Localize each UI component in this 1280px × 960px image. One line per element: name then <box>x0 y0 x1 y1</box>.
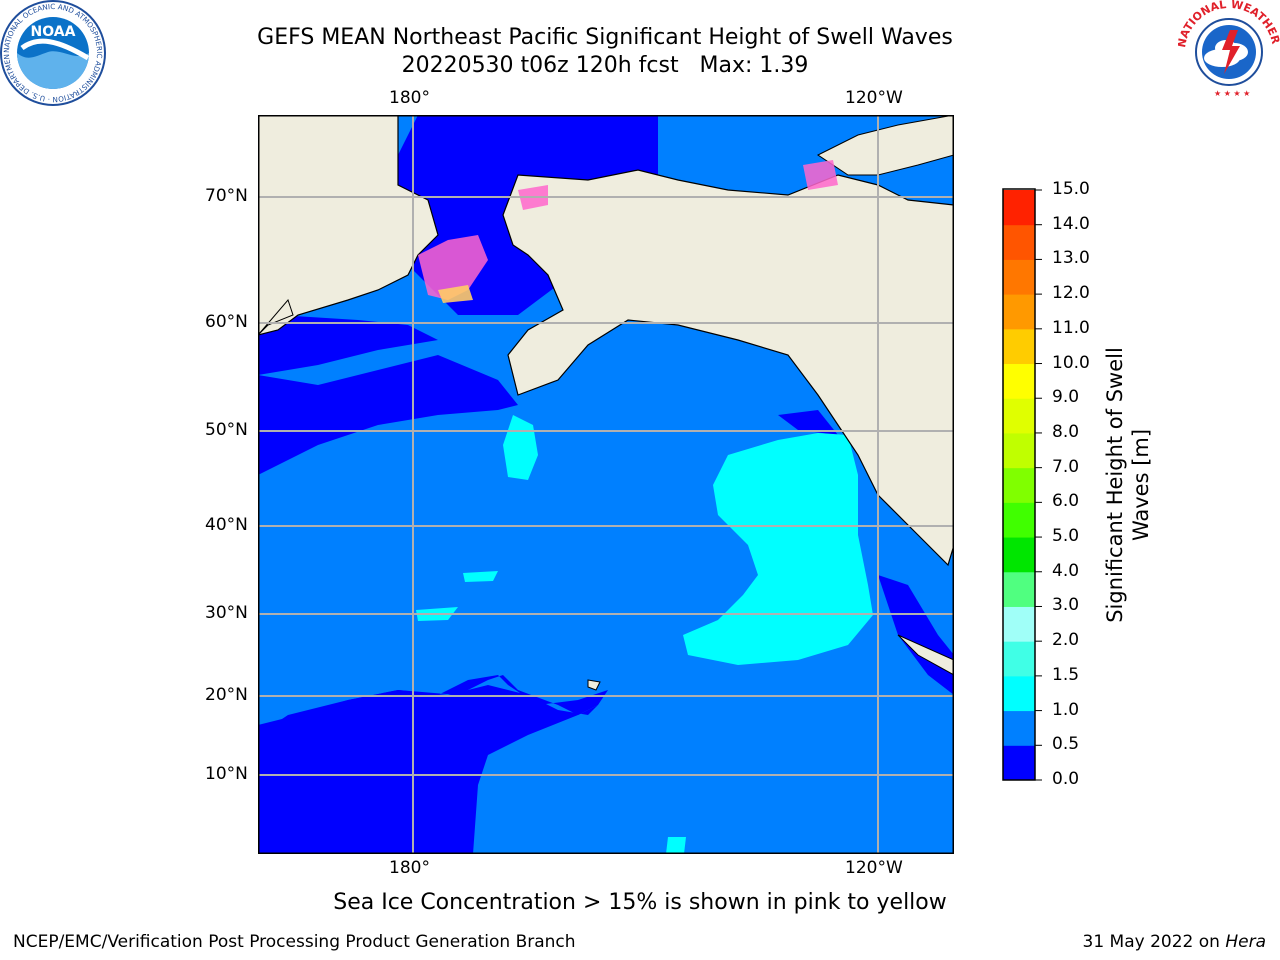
lat-label-30n: 30°N <box>205 603 248 623</box>
noaa-logo: NATIONAL OCEANIC AND ATMOSPHERIC ADMINIS… <box>0 0 106 106</box>
colorbar-segment-11 <box>1003 363 1035 399</box>
lat-label-60n: 60°N <box>205 312 248 332</box>
colorbar-segment-8 <box>1003 467 1035 503</box>
low-swell-north <box>258 355 518 475</box>
colorbar-label: Significant Height of Swell Waves [m] <box>1102 347 1154 623</box>
colorbar-segment-7 <box>1003 502 1035 538</box>
lon-label-bottom-180: 180° <box>389 858 430 878</box>
lat-label-20n: 20°N <box>205 685 248 705</box>
sea-ice-caption: Sea Ice Concentration > 15% is shown in … <box>333 890 947 915</box>
colorbar-tick-label: 0.0 <box>1052 769 1080 789</box>
noaa-logo-text: NOAA <box>31 24 76 40</box>
footer-date-text: 31 May 2022 on <box>1082 932 1226 952</box>
sea-ice-edge <box>438 285 473 303</box>
colorbar-segment-14 <box>1003 259 1035 295</box>
colorbar-segment-13 <box>1003 294 1035 330</box>
colorbar-segment-3 <box>1003 641 1035 677</box>
land-arctic-islands <box>817 115 954 176</box>
title-line-1: GEFS MEAN Northeast Pacific Significant … <box>257 25 953 50</box>
colorbar-segment-0 <box>1003 745 1035 781</box>
colorbar-tick-label: 12.0 <box>1052 283 1090 304</box>
colorbar-tick-label: 3.0 <box>1052 595 1080 616</box>
lon-label-bottom-120w: 120°W <box>845 858 903 878</box>
sea-ice-bering <box>418 235 488 300</box>
colorbar-segment-5 <box>1003 571 1035 607</box>
low-swell-south <box>258 685 598 854</box>
svg-text:★ ★ ★ ★: ★ ★ ★ ★ <box>1214 89 1250 98</box>
lat-label-40n: 40°N <box>205 515 248 535</box>
swell-patch-small-2 <box>463 571 498 582</box>
colorbar-segment-4 <box>1003 606 1035 642</box>
swell-patch-east <box>683 433 873 665</box>
colorbar-tick-label: 8.0 <box>1052 421 1080 442</box>
hawaii-islands <box>587 679 601 691</box>
sea-ice-beaufort <box>803 160 838 190</box>
land-kamchatka <box>258 299 294 336</box>
lat-label-50n: 50°N <box>205 420 248 440</box>
colorbar-tick-label: 11.0 <box>1052 317 1090 338</box>
footer-date: 31 May 2022 on Hera <box>1083 932 1267 952</box>
colorbar-segment-10 <box>1003 398 1035 434</box>
colorbar-segment-12 <box>1003 328 1035 365</box>
colorbar-tick-label: 9.0 <box>1052 387 1080 408</box>
colorbar-segment-9 <box>1003 432 1035 469</box>
colorbar-segment-6 <box>1003 537 1035 573</box>
low-swell-coast-bc <box>778 410 838 435</box>
colorbar-segment-2 <box>1003 675 1035 712</box>
colorbar-frame <box>1002 188 1036 781</box>
colorbar-tick-label: 15.0 <box>1052 179 1090 199</box>
colorbar-tick-label: 10.0 <box>1052 352 1090 373</box>
map-plot <box>258 115 954 854</box>
swell-patch-small-3 <box>666 837 686 854</box>
low-swell-aleutian <box>258 315 438 375</box>
land-siberia <box>258 115 439 336</box>
colorbar-tick-label: 0.5 <box>1052 734 1080 755</box>
colorbar-tick-label: 6.0 <box>1052 491 1080 512</box>
land-baja <box>897 634 954 676</box>
colorbar-segment-1 <box>1003 710 1035 746</box>
colorbar-tick-label: 7.0 <box>1052 456 1080 477</box>
lat-label-70n: 70°N <box>205 186 248 206</box>
title-line-2: 20220530 t06z 120h fcst Max: 1.39 <box>401 53 809 78</box>
colorbar-tick-label: 1.5 <box>1052 664 1080 685</box>
colorbar <box>1002 188 1042 781</box>
colorbar-tick-label: 13.0 <box>1052 248 1090 269</box>
colorbar-segment-16 <box>1003 190 1035 226</box>
footer-credit: NCEP/EMC/Verification Post Processing Pr… <box>13 932 576 952</box>
nws-logo: NATIONAL WEATHER SERVICE ★ ★ ★ ★ <box>1178 0 1280 100</box>
colorbar-tick-label: 1.0 <box>1052 699 1080 720</box>
lon-label-top-180: 180° <box>389 88 430 108</box>
graticule <box>258 115 954 854</box>
footer-host: Hera <box>1225 932 1266 952</box>
land-alaska-canada <box>502 169 954 567</box>
chart-title: GEFS MEAN Northeast Pacific Significant … <box>0 24 1210 80</box>
colorbar-segment-15 <box>1003 224 1035 260</box>
colorbar-tick-label: 14.0 <box>1052 213 1090 234</box>
map-frame <box>258 115 954 854</box>
colorbar-tick-label: 5.0 <box>1052 526 1080 547</box>
colorbar-tick-label: 4.0 <box>1052 560 1080 581</box>
lon-label-top-120w: 120°W <box>845 88 903 108</box>
colorbar-label-line-2: Waves [m] <box>1129 428 1153 542</box>
colorbar-tick-label: 2.0 <box>1052 630 1080 651</box>
lat-label-10n: 10°N <box>205 764 248 784</box>
colorbar-label-line-1: Significant Height of Swell <box>1103 347 1127 623</box>
